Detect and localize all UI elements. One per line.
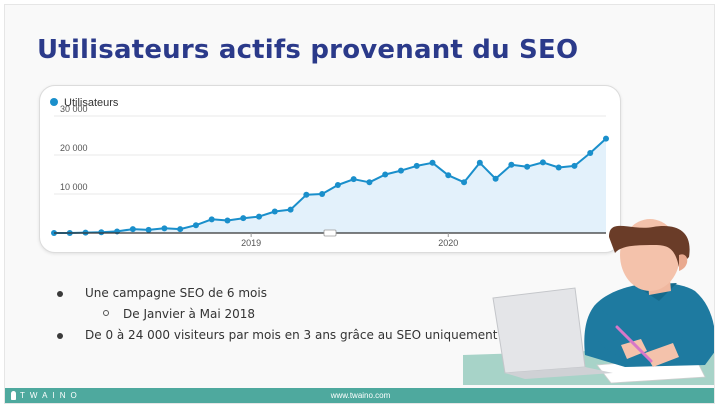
- person-neck: [647, 267, 671, 295]
- footer-brand-text: TWAINO: [20, 391, 82, 400]
- person-hand-left: [621, 339, 647, 359]
- person-ear: [679, 254, 688, 271]
- person-arm-left: [590, 305, 637, 357]
- data-point[interactable]: [161, 225, 168, 232]
- legend-marker: [50, 98, 58, 106]
- analytics-chart-card: 10 000 20 000 30 000 2019 2020 Utilisateurs: [39, 85, 621, 253]
- data-point[interactable]: [271, 208, 278, 215]
- bullet-text: De 0 à 24 000 visiteurs par mois en 3 an…: [85, 328, 498, 342]
- data-point[interactable]: [539, 159, 546, 166]
- bullet-dot: [57, 333, 63, 339]
- person-hair: [609, 225, 690, 267]
- users-line-chart: 10 000 20 000 30 000 2019 2020 Utilisateurs: [50, 97, 609, 248]
- data-point[interactable]: [192, 222, 199, 229]
- person-hand-right: [645, 343, 679, 367]
- laptop-screen: [492, 287, 586, 374]
- footer-bar: TWAINO www.twaino.com: [5, 388, 714, 403]
- sub-bullet-ring: [103, 310, 109, 316]
- data-point[interactable]: [587, 150, 594, 157]
- paper-sheet: [596, 356, 706, 384]
- bullet-dot: [57, 291, 63, 297]
- bullet-text: De Janvier à Mai 2018: [123, 307, 256, 321]
- person-collar: [635, 283, 677, 301]
- data-point[interactable]: [429, 159, 436, 166]
- slide-title: Utilisateurs actifs provenant du SEO: [37, 35, 579, 65]
- y-tick-label: 30 000: [60, 104, 88, 114]
- person-arm-right: [669, 295, 709, 365]
- y-tick-label: 10 000: [60, 182, 88, 192]
- footer-url[interactable]: www.twaino.com: [330, 391, 391, 400]
- data-point[interactable]: [508, 161, 515, 168]
- person-face: [620, 219, 680, 291]
- chart-area-layer: [54, 137, 607, 234]
- data-point[interactable]: [397, 167, 404, 174]
- data-point[interactable]: [129, 226, 136, 233]
- data-point[interactable]: [413, 162, 420, 169]
- data-point[interactable]: [287, 206, 294, 213]
- data-point[interactable]: [603, 135, 609, 142]
- data-point[interactable]: [334, 182, 341, 189]
- data-point[interactable]: [461, 179, 468, 186]
- data-point[interactable]: [319, 191, 326, 197]
- data-point[interactable]: [98, 229, 105, 236]
- data-point[interactable]: [571, 162, 578, 169]
- chart-axis-layer: 2019 2020: [54, 229, 606, 248]
- data-point[interactable]: [555, 164, 562, 171]
- data-point[interactable]: [145, 226, 152, 233]
- slide: Utilisateurs actifs provenant du SEO 10 …: [4, 4, 715, 404]
- person-torso: [584, 282, 714, 367]
- chart-legend[interactable]: Utilisateurs: [50, 97, 119, 109]
- data-point[interactable]: [240, 215, 247, 222]
- data-point[interactable]: [476, 159, 483, 166]
- laptop-base: [505, 367, 613, 379]
- data-point[interactable]: [303, 191, 310, 198]
- pen-icon: [615, 325, 653, 363]
- data-point[interactable]: [524, 163, 531, 170]
- data-point[interactable]: [366, 179, 373, 186]
- data-point[interactable]: [350, 176, 357, 183]
- data-point[interactable]: [382, 171, 389, 178]
- data-point[interactable]: [445, 172, 452, 179]
- x-tick-label: 2020: [438, 238, 458, 248]
- y-tick-label: 20 000: [60, 143, 88, 153]
- range-handle-icon[interactable]: [323, 229, 337, 237]
- twaino-logo-icon: [11, 391, 16, 400]
- data-point[interactable]: [208, 216, 215, 223]
- x-tick-label: 2019: [241, 238, 261, 248]
- legend-label: Utilisateurs: [64, 97, 119, 109]
- data-point[interactable]: [492, 175, 499, 182]
- series-area: [54, 138, 606, 233]
- bullet-text: Une campagne SEO de 6 mois: [85, 286, 267, 300]
- data-point[interactable]: [224, 217, 231, 224]
- data-point[interactable]: [256, 213, 263, 220]
- data-point[interactable]: [177, 226, 184, 233]
- desk-surface: [463, 347, 714, 385]
- footer-brand: TWAINO: [11, 391, 82, 400]
